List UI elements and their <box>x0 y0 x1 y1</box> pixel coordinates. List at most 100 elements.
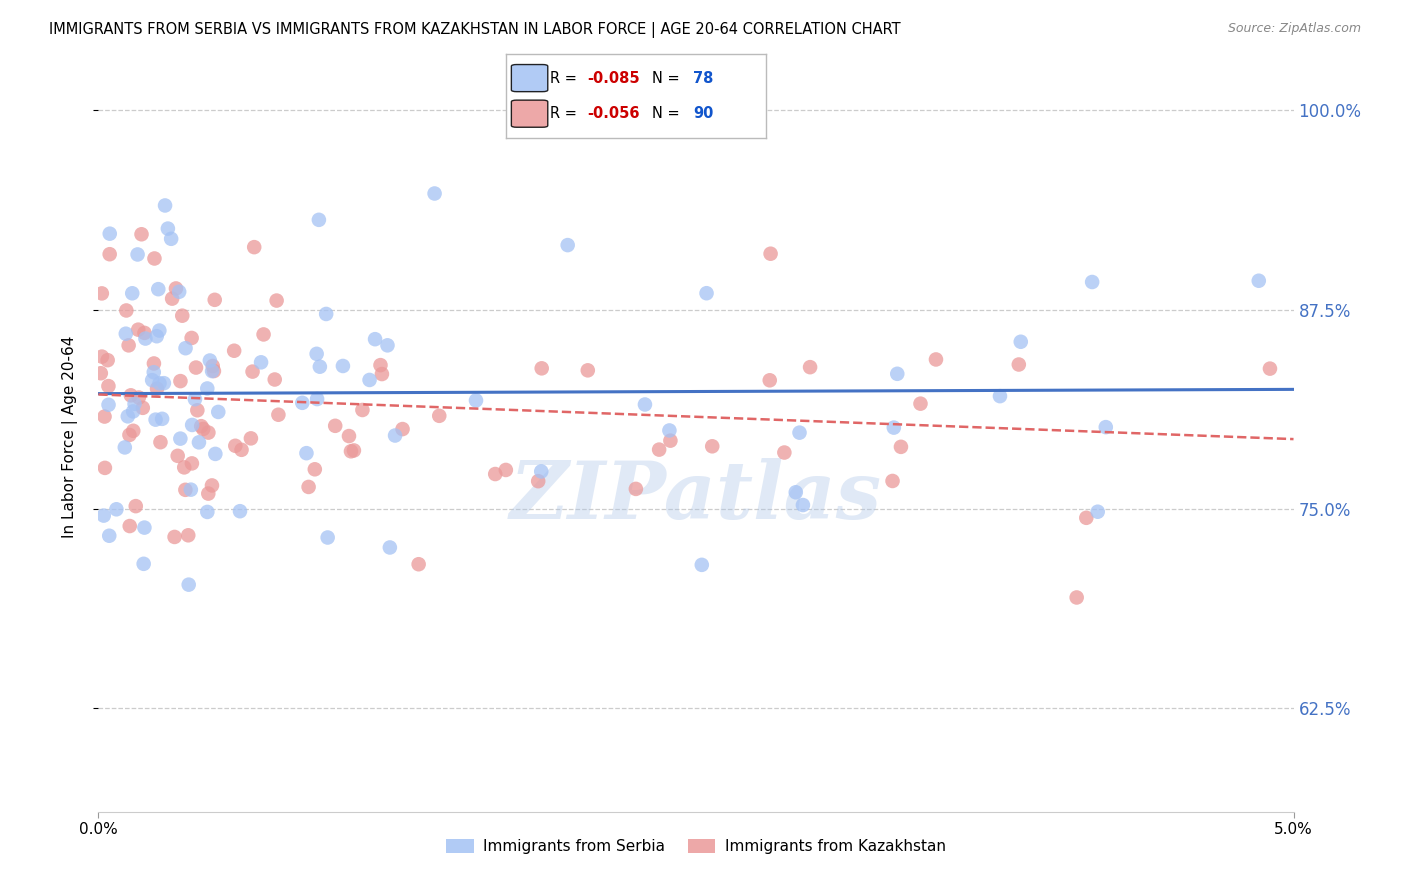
Point <box>495 463 517 477</box>
Point <box>146 382 169 396</box>
Text: N =: N = <box>652 106 685 121</box>
Point <box>910 397 932 411</box>
Point <box>295 446 318 460</box>
Point <box>1076 511 1098 525</box>
Point <box>759 246 782 260</box>
Point <box>624 482 647 496</box>
Point <box>177 528 200 542</box>
Point <box>93 508 115 523</box>
Point <box>886 367 908 381</box>
Point <box>207 405 229 419</box>
Point <box>378 541 401 555</box>
Point <box>484 467 506 481</box>
Point <box>1087 505 1109 519</box>
Point <box>97 379 120 393</box>
Point <box>114 441 136 455</box>
Point <box>128 391 150 405</box>
Point <box>370 358 392 372</box>
Point <box>343 443 366 458</box>
Point <box>204 447 226 461</box>
Point <box>527 474 550 488</box>
Point <box>634 397 657 411</box>
Point <box>165 281 187 295</box>
Point <box>122 424 145 438</box>
Point <box>323 418 346 433</box>
Point <box>243 240 266 254</box>
Point <box>184 392 207 407</box>
Point <box>122 404 145 418</box>
Point <box>186 403 208 417</box>
Point <box>94 461 117 475</box>
Text: IMMIGRANTS FROM SERBIA VS IMMIGRANTS FROM KAZAKHSTAN IN LABOR FORCE | AGE 20-64 : IMMIGRANTS FROM SERBIA VS IMMIGRANTS FRO… <box>49 22 901 38</box>
Point <box>195 505 218 519</box>
Point <box>121 286 143 301</box>
Point <box>131 227 153 242</box>
Point <box>173 460 195 475</box>
Point <box>153 376 176 391</box>
Point <box>696 286 718 301</box>
Point <box>377 338 399 352</box>
Point <box>145 412 167 426</box>
Point <box>1378 357 1400 371</box>
Text: R =: R = <box>550 106 582 121</box>
Point <box>530 465 553 479</box>
Point <box>291 396 314 410</box>
Point <box>93 409 115 424</box>
Point <box>224 343 246 358</box>
Point <box>308 359 330 374</box>
Point <box>97 353 120 368</box>
Point <box>427 409 450 423</box>
Point <box>184 360 207 375</box>
Point <box>785 485 807 500</box>
Text: R =: R = <box>550 70 582 86</box>
Point <box>576 363 599 377</box>
Point <box>117 338 139 352</box>
Point <box>172 309 194 323</box>
Point <box>90 286 112 301</box>
Point <box>201 478 224 492</box>
Point <box>90 366 112 380</box>
Point <box>1066 591 1088 605</box>
Legend: Immigrants from Serbia, Immigrants from Kazakhstan: Immigrants from Serbia, Immigrants from … <box>440 833 952 860</box>
Point <box>359 373 381 387</box>
Point <box>145 329 167 343</box>
Point <box>1247 274 1270 288</box>
Point <box>224 439 246 453</box>
Point <box>187 435 209 450</box>
Point <box>153 198 176 212</box>
Point <box>160 292 183 306</box>
Point <box>124 397 146 411</box>
Point <box>156 221 179 235</box>
Point <box>180 457 202 471</box>
Point <box>658 424 681 438</box>
Point <box>134 332 156 346</box>
Point <box>198 353 221 368</box>
Point <box>792 498 814 512</box>
Point <box>799 360 821 375</box>
Point <box>163 530 186 544</box>
Text: -0.056: -0.056 <box>586 106 640 121</box>
Point <box>98 227 121 241</box>
Point <box>195 382 218 396</box>
Point <box>883 420 905 434</box>
Text: N =: N = <box>652 70 685 86</box>
Point <box>134 520 156 534</box>
Point <box>174 483 197 497</box>
Point <box>882 474 904 488</box>
Point <box>202 364 225 378</box>
Point <box>316 531 339 545</box>
Point <box>98 247 121 261</box>
Point <box>132 401 155 415</box>
Point <box>384 428 406 442</box>
Point <box>530 361 553 376</box>
Point <box>250 355 273 369</box>
Point <box>925 352 948 367</box>
Point <box>758 373 780 387</box>
Point <box>308 212 330 227</box>
Point <box>177 577 200 591</box>
Point <box>118 428 141 442</box>
Point <box>1258 361 1281 376</box>
Point <box>180 331 202 345</box>
Point <box>118 519 141 533</box>
Point <box>174 341 197 355</box>
